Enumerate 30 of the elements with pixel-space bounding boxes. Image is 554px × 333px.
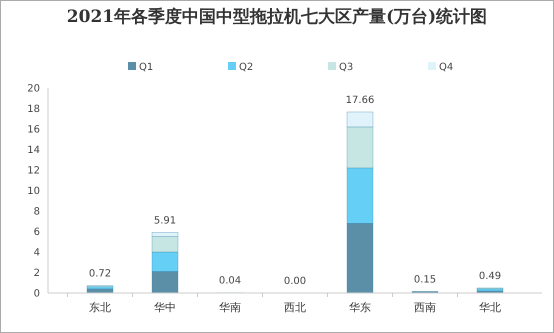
x-tick-label: 东北 bbox=[89, 301, 111, 314]
total-label: 0.00 bbox=[284, 276, 306, 287]
chart-title: 2021年各季度中国中型拖拉机七大区产量(万台)统计图 bbox=[66, 7, 488, 27]
y-tick-label: 4 bbox=[34, 248, 40, 258]
x-tick-label: 西北 bbox=[284, 301, 306, 314]
total-label: 5.91 bbox=[154, 215, 176, 226]
x-tick-label: 西南 bbox=[414, 301, 436, 314]
x-tick-label: 华中 bbox=[154, 301, 176, 314]
y-tick-label: 0 bbox=[34, 288, 40, 300]
total-label: 0.49 bbox=[478, 270, 502, 282]
legend-label: Q2 bbox=[239, 62, 254, 73]
total-label: 0.04 bbox=[218, 276, 242, 287]
total-label: 0.72 bbox=[88, 268, 112, 280]
x-tick-label: 华东 bbox=[349, 301, 371, 314]
y-tick-label: 10 bbox=[27, 186, 40, 197]
y-tick-label: 14 bbox=[27, 145, 40, 156]
y-tick-label: 8 bbox=[34, 206, 40, 218]
y-tick-label: 6 bbox=[34, 227, 40, 238]
legend-label: Q1 bbox=[139, 62, 154, 73]
y-tick-label: 16 bbox=[27, 124, 40, 136]
y-tick-label: 2 bbox=[34, 268, 40, 279]
y-tick-label: 20 bbox=[27, 84, 40, 94]
legend-label: Q3 bbox=[339, 62, 354, 73]
x-tick-label: 华北 bbox=[479, 301, 501, 314]
y-tick-label: 18 bbox=[27, 104, 40, 115]
legend-label: Q4 bbox=[439, 62, 454, 73]
total-label: 0.15 bbox=[414, 274, 436, 286]
x-tick-label: 华南 bbox=[219, 301, 241, 314]
y-tick-label: 12 bbox=[27, 166, 40, 176]
total-label: 17.66 bbox=[346, 94, 374, 106]
